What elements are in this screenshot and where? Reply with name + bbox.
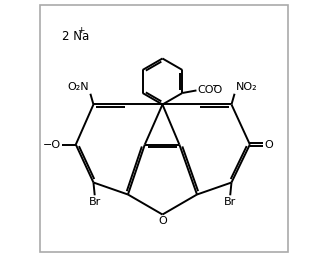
Text: Br: Br [224,197,236,207]
Text: 2 Na: 2 Na [62,30,89,43]
Text: O: O [264,140,273,150]
Text: O₂N: O₂N [68,82,89,92]
Text: NO₂: NO₂ [236,82,257,92]
Text: −: − [212,81,220,91]
Text: Br: Br [89,197,101,207]
Text: −O: −O [42,140,60,150]
Text: +: + [76,26,84,35]
Text: COO: COO [198,85,223,95]
Text: O: O [158,216,167,226]
